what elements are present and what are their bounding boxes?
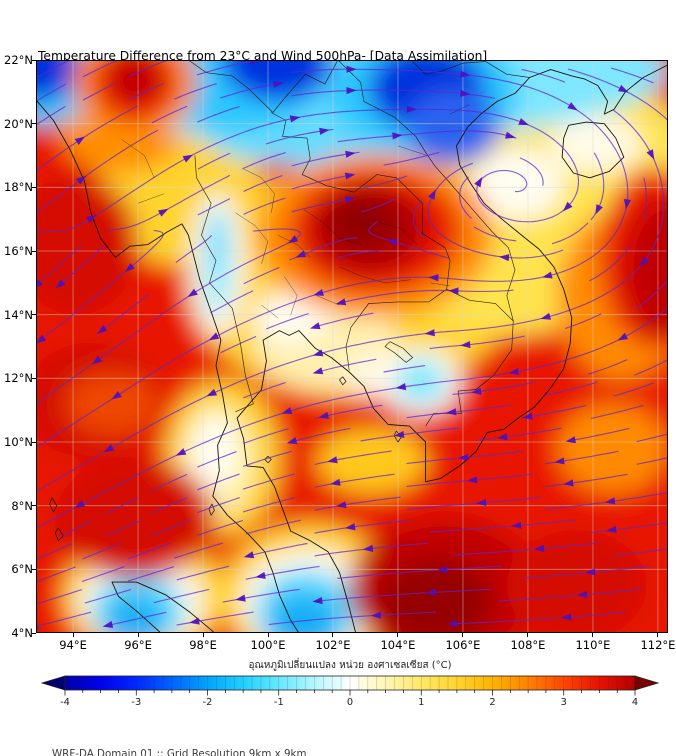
map-frame [36,60,668,633]
lat-tick [32,314,36,316]
colorbar-tick-label: 4 [632,697,638,708]
colorbar-right-arrow [634,675,660,691]
lon-tick [137,633,139,637]
lon-tick-label: 104°E [380,638,416,652]
colorbar-left-arrow [40,675,66,691]
map-area [36,60,668,633]
lat-tick-label: 8°N [11,498,33,513]
lat-tick [32,377,36,379]
lon-tick [657,633,659,637]
colorbar-tick-label: -4 [60,697,70,708]
colorbar-tick-label: 3 [561,697,567,708]
lat-tick [32,632,36,634]
lon-tick-label: 94°E [59,638,87,652]
lon-tick [72,633,74,637]
lon-tick-label: 106°E [445,638,481,652]
lon-tick-label: 100°E [250,638,286,652]
lat-tick [32,441,36,443]
coastlines [36,64,668,633]
colorbar-tick-label: -1 [274,697,284,708]
lat-tick [32,186,36,188]
lat-tick-label: 18°N [4,180,33,195]
lon-tick [592,633,594,637]
lat-tick-label: 12°N [4,371,33,386]
lat-tick [32,123,36,125]
wind-streamlines [36,60,668,630]
lon-tick [462,633,464,637]
lon-tick [527,633,529,637]
lat-tick [32,568,36,570]
footer-line-1: WRF-DA Domain 01 :: Grid Resolution 9km … [52,748,307,756]
lat-tick-label: 14°N [4,307,33,322]
colorbar-tick-label: 1 [418,697,424,708]
lon-tick [202,633,204,637]
colorbar: อุณหภูมิเปลี่ยนแปลง หน่วย องศาเซลเซียส (… [40,657,660,708]
lon-tick [332,633,334,637]
lon-tick-label: 110°E [575,638,611,652]
lat-tick-label: 4°N [11,626,33,640]
lon-tick-label: 96°E [124,638,152,652]
colorbar-tick-label: -2 [203,697,213,708]
colorbar-tick-label: 0 [347,697,353,708]
lon-tick-label: 112°E [640,638,676,652]
lat-tick-label: 22°N [4,53,33,67]
lat-tick-label: 16°N [4,244,33,258]
lat-tick-label: 20°N [4,116,33,131]
lat-tick [32,505,36,507]
footer-block: WRF-DA Domain 01 :: Grid Resolution 9km … [52,713,635,756]
temperature-wind-map [36,60,668,633]
lon-tick-label: 102°E [315,638,351,652]
graticule [36,60,668,633]
lon-tick-label: 108°E [510,638,546,652]
lat-tick-label: 6°N [11,562,33,577]
colorbar-tick-label: 2 [489,697,495,708]
colorbar-gradient [65,676,635,690]
title-line-1: Temperature Difference from 23°C and Win… [38,49,488,63]
lat-tick [32,59,36,61]
lat-tick-label: 10°N [4,435,33,449]
colorbar-tick-label: -3 [131,697,141,708]
lon-tick [267,633,269,637]
lat-tick [32,250,36,252]
lon-tick [397,633,399,637]
colorbar-label: อุณหภูมิเปลี่ยนแปลง หน่วย องศาเซลเซียส (… [248,657,451,671]
lon-tick-label: 98°E [189,638,217,652]
